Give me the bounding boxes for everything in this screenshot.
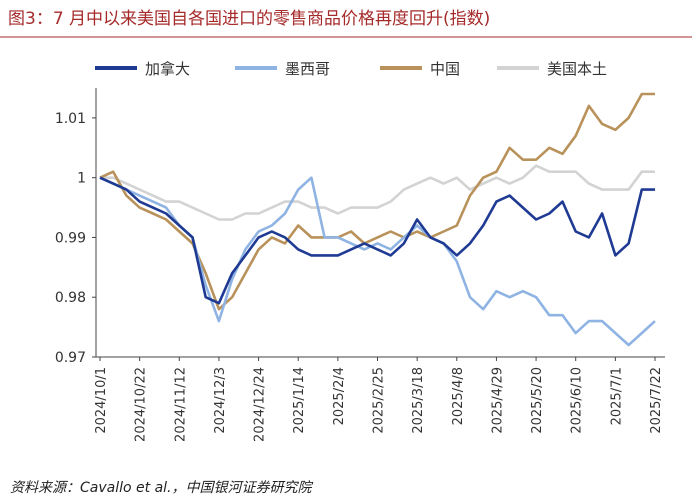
x-tick-label: 2024/10/1 (94, 367, 109, 434)
y-tick-label: 0.99 (55, 230, 86, 246)
x-tick-label: 2025/5/20 (530, 367, 545, 434)
legend-label: 美国本土 (547, 60, 607, 78)
legend-label: 中国 (430, 60, 460, 78)
legend-label: 墨西哥 (285, 60, 330, 78)
x-tick-label: 2025/2/4 (332, 367, 347, 425)
x-tick-label: 2024/11/12 (173, 367, 188, 442)
series-line (99, 176, 655, 305)
x-tick-label: 2025/7/1 (609, 367, 624, 425)
y-tick-label: 0.97 (55, 350, 86, 366)
x-tick-label: 2025/2/25 (372, 367, 387, 434)
x-tick-label: 2025/4/8 (451, 367, 466, 425)
series-line (100, 164, 655, 221)
series-line (99, 92, 655, 311)
x-tick-label: 2025/1/14 (292, 367, 307, 434)
chart-title: 图3：7 月中以来美国自各国进口的零售商品价格再度回升(指数) (8, 9, 490, 29)
x-tick-label: 2024/12/3 (213, 367, 228, 434)
x-tick-label: 2025/4/29 (490, 367, 505, 434)
x-tick-label: 2025/3/18 (411, 367, 426, 434)
x-tick-label: 2024/10/22 (134, 367, 149, 442)
legend-label: 加拿大 (145, 60, 190, 78)
y-tick-label: 1.01 (55, 111, 86, 127)
y-tick-label: 1 (77, 171, 86, 187)
y-tick-label: 0.98 (55, 290, 86, 306)
x-tick-label: 2025/7/22 (649, 367, 664, 434)
x-tick-label: 2024/12/24 (253, 367, 268, 442)
x-tick-label: 2025/6/10 (570, 367, 585, 434)
source-note: 资料来源：Cavallo et al.，中国银河证券研究院 (10, 480, 313, 496)
